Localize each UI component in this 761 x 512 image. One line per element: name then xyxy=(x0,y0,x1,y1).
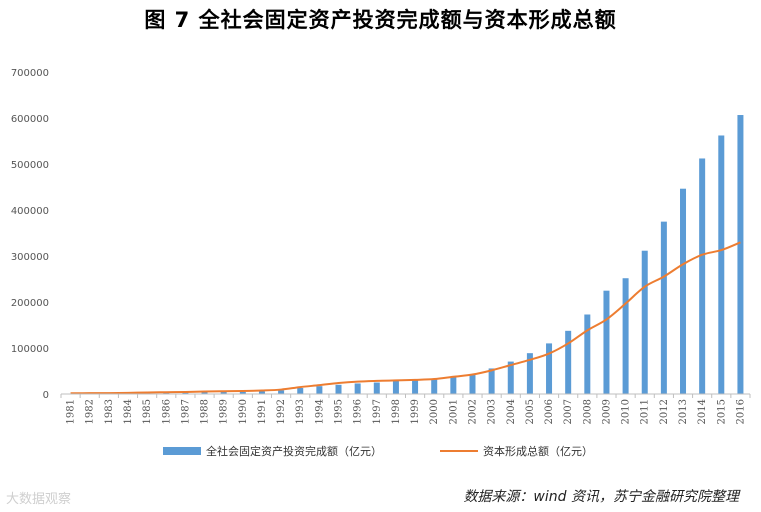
bar xyxy=(258,391,265,394)
x-tick-label: 2010 xyxy=(621,399,632,424)
x-tick-label: 2007 xyxy=(563,399,574,424)
bar xyxy=(718,135,725,394)
x-tick-label: 1994 xyxy=(314,399,325,424)
x-tick-label: 2002 xyxy=(467,399,478,424)
bar xyxy=(660,221,667,394)
bar xyxy=(737,115,744,395)
bar xyxy=(239,391,246,394)
x-tick-label: 2008 xyxy=(582,399,593,424)
x-tick-label: 2006 xyxy=(544,399,555,424)
bar xyxy=(431,378,438,394)
x-tick-label: 2000 xyxy=(429,399,440,424)
y-tick-label: 100000 xyxy=(11,344,49,355)
bar xyxy=(526,353,533,394)
bar xyxy=(412,380,419,394)
source-note: 数据来源：wind 资讯，苏宁金融研究院整理 xyxy=(463,489,739,505)
x-tick-label: 1982 xyxy=(85,399,96,424)
bar xyxy=(469,373,476,394)
legend-label-bar: 全社会固定资产投资完成额（亿元） xyxy=(206,444,382,458)
x-tick-label: 1986 xyxy=(161,399,172,424)
x-tick-label: 2005 xyxy=(525,399,536,424)
x-tick-label: 1999 xyxy=(410,399,421,424)
x-tick-label: 2004 xyxy=(506,399,517,424)
y-tick-label: 300000 xyxy=(11,252,49,263)
x-axis: 1981 1982 1983 1984 1985 1986 1987 1988 1989 1990… xyxy=(60,393,751,424)
bar xyxy=(507,361,514,394)
legend-swatch-bar xyxy=(163,447,201,455)
bar xyxy=(297,387,304,394)
x-tick-label: 2001 xyxy=(448,399,459,424)
bar xyxy=(546,343,553,394)
bar xyxy=(565,330,572,394)
bar xyxy=(220,391,227,394)
x-tick-label: 1993 xyxy=(295,399,306,424)
bar xyxy=(278,390,285,394)
watermark: 大数据观察 xyxy=(6,492,72,507)
y-tick-label: 500000 xyxy=(11,160,49,171)
x-tick-label: 1984 xyxy=(123,399,134,424)
legend-label-line: 资本形成总额（亿元） xyxy=(483,444,593,458)
y-tick-label: 0 xyxy=(43,390,49,401)
y-tick-label: 700000 xyxy=(11,68,49,79)
x-tick-label: 2012 xyxy=(659,399,670,424)
chart-title: 图 7 全社会固定资产投资完成额与资本形成总额 xyxy=(144,8,617,32)
x-tick-label: 1985 xyxy=(142,399,153,424)
bar xyxy=(641,250,648,394)
y-tick-label: 600000 xyxy=(11,114,49,125)
legend: 全社会固定资产投资完成额（亿元） 资本形成总额（亿元） xyxy=(163,444,593,458)
x-tick-label: 2015 xyxy=(716,399,727,424)
bar xyxy=(699,158,706,394)
x-tick-label: 1998 xyxy=(391,399,402,424)
x-tick-label: 2013 xyxy=(678,399,689,424)
x-tick-label: 2011 xyxy=(640,399,651,424)
x-tick-label: 2003 xyxy=(487,399,498,424)
x-tick-label: 1981 xyxy=(66,399,77,424)
bar xyxy=(373,382,380,394)
bar xyxy=(182,392,189,394)
bar xyxy=(488,368,495,394)
bar xyxy=(354,383,361,394)
bar xyxy=(603,290,610,394)
y-tick-label: 400000 xyxy=(11,206,49,217)
bar xyxy=(680,188,687,394)
x-tick-label: 1988 xyxy=(200,399,211,424)
x-tick-label: 2009 xyxy=(601,399,612,424)
bar xyxy=(201,391,208,394)
x-tick-label: 1991 xyxy=(257,399,268,424)
bar xyxy=(163,392,170,394)
x-tick-label: 1987 xyxy=(180,399,191,424)
bar xyxy=(392,380,399,394)
x-tick-label: 1989 xyxy=(219,399,230,424)
x-tick-label: 1996 xyxy=(353,399,364,424)
bar-series-fixed-asset-investment xyxy=(67,115,744,395)
bar xyxy=(316,386,323,394)
x-tick-label: 1997 xyxy=(372,399,383,424)
line-path xyxy=(70,241,741,395)
bar xyxy=(450,376,457,394)
x-tick-label: 1992 xyxy=(276,399,287,424)
x-tick-label: 2016 xyxy=(735,399,746,424)
x-tick-label: 1983 xyxy=(104,399,115,424)
x-tick-label: 1995 xyxy=(334,399,345,424)
y-axis: 0 100000 200000 300000 400000 500000 600000 700… xyxy=(11,68,49,401)
bar xyxy=(335,384,342,394)
x-tick-label: 2014 xyxy=(697,399,708,424)
bar xyxy=(584,314,591,394)
y-tick-label: 200000 xyxy=(11,298,49,309)
line-series-capital-formation xyxy=(70,241,741,395)
bar xyxy=(622,278,629,394)
x-tick-label: 1990 xyxy=(238,399,249,424)
